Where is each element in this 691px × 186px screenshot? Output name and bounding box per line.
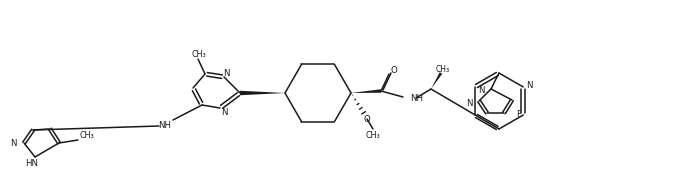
Text: N: N — [220, 108, 227, 116]
Text: CH₃: CH₃ — [436, 65, 450, 73]
Polygon shape — [240, 91, 285, 95]
Text: CH₃: CH₃ — [366, 131, 380, 140]
Text: N: N — [10, 139, 17, 147]
Text: N: N — [223, 68, 229, 78]
Text: HN: HN — [26, 160, 39, 169]
Text: NH: NH — [158, 121, 171, 129]
Polygon shape — [351, 89, 381, 93]
Text: CH₃: CH₃ — [80, 131, 95, 140]
Text: O: O — [363, 115, 370, 124]
Text: F: F — [516, 110, 521, 118]
Text: N: N — [478, 86, 485, 94]
Text: NH: NH — [410, 94, 423, 102]
Text: O: O — [390, 65, 397, 75]
Text: CH₃: CH₃ — [191, 49, 207, 59]
Polygon shape — [431, 72, 442, 89]
Text: N: N — [466, 99, 473, 108]
Text: N: N — [526, 81, 533, 89]
